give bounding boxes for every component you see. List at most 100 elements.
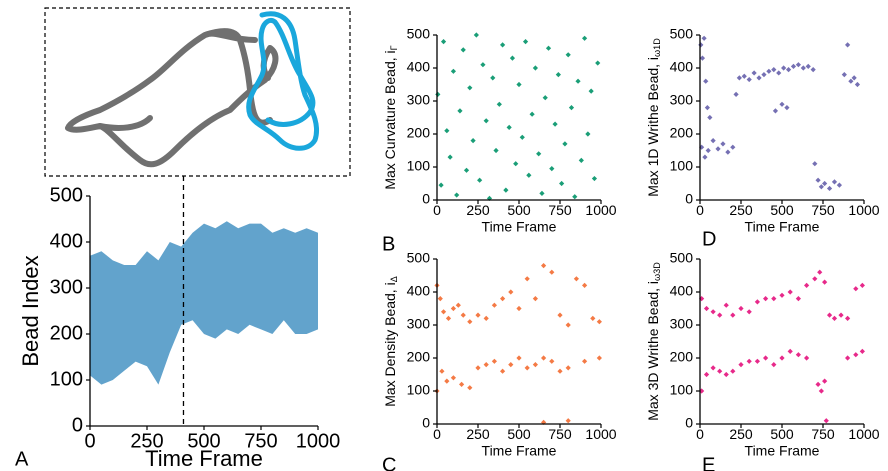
point: [699, 55, 706, 61]
point: [779, 292, 785, 298]
y-tick-label: 100: [407, 158, 431, 174]
point: [826, 312, 833, 318]
y-tick-label: 500: [407, 250, 431, 266]
point: [779, 101, 785, 107]
point: [595, 60, 601, 66]
y-tick-label: 0: [422, 191, 430, 207]
point: [804, 282, 810, 288]
y-tick-label: 400: [670, 283, 694, 299]
point: [450, 68, 456, 74]
point: [831, 179, 838, 185]
point: [524, 365, 530, 371]
x-tick-label: 750: [811, 426, 835, 442]
point: [480, 62, 486, 68]
point: [444, 378, 450, 384]
point: [532, 362, 538, 368]
y-tick-label: 0: [685, 191, 693, 207]
panel-label: E: [702, 454, 715, 471]
point: [565, 418, 571, 424]
x-axis-label: Time Frame: [482, 219, 557, 235]
point: [437, 296, 443, 302]
y-label-subscript: ω3D: [652, 262, 662, 281]
point: [730, 312, 736, 318]
point: [568, 105, 575, 111]
y-tick-label: 500: [407, 26, 431, 42]
y-axis-label: Max Curvature Bead, iΓ: [382, 45, 400, 189]
point: [754, 358, 760, 364]
panel-label: A: [15, 448, 29, 470]
x-tick-label: 750: [811, 202, 835, 218]
point: [585, 131, 591, 137]
point: [467, 85, 473, 91]
point: [848, 78, 854, 84]
point: [475, 312, 481, 318]
point: [549, 269, 555, 275]
point: [519, 134, 525, 140]
x-tick-label: 0: [433, 426, 441, 442]
point: [565, 322, 571, 328]
y-tick-label: 300: [670, 316, 694, 332]
point: [790, 63, 797, 69]
x-tick-label: 250: [729, 426, 753, 442]
x-tick-label: 0: [433, 202, 441, 218]
point: [536, 151, 542, 157]
point: [754, 299, 760, 305]
x-tick-label: 1000: [585, 426, 616, 442]
point: [562, 141, 568, 147]
point: [440, 309, 447, 315]
x-tick-label: 500: [770, 426, 794, 442]
y-tick-label: 0: [685, 415, 693, 431]
point: [836, 182, 842, 188]
x-tick-label: 500: [507, 426, 531, 442]
point: [784, 105, 790, 111]
point: [508, 289, 514, 295]
point: [454, 192, 460, 198]
point: [845, 42, 851, 48]
x-tick-label: 0: [696, 202, 704, 218]
point: [508, 362, 514, 368]
point: [541, 419, 547, 425]
point: [532, 296, 538, 302]
bead-range-area: [90, 221, 318, 385]
point: [805, 63, 811, 69]
point: [730, 144, 736, 150]
point: [756, 75, 762, 81]
point: [818, 388, 824, 394]
point: [785, 67, 792, 73]
y-tick-label: 300: [407, 316, 431, 332]
point: [541, 263, 547, 269]
point: [751, 70, 757, 76]
point: [483, 362, 489, 368]
point: [853, 352, 859, 358]
point: [746, 76, 752, 83]
y-label-subscript: Δ: [389, 276, 399, 282]
point: [736, 75, 742, 81]
x-axis-label: Time Frame: [145, 446, 263, 471]
point: [483, 118, 489, 124]
blue-strand: [246, 11, 320, 151]
point: [463, 167, 470, 173]
point: [715, 146, 721, 152]
y-tick-label: 100: [407, 382, 431, 398]
y-label-text: Bead Index: [18, 255, 43, 366]
point: [545, 45, 552, 51]
y-axis-label: Bead Index: [18, 255, 43, 366]
point: [460, 312, 466, 318]
point: [557, 368, 563, 374]
point: [541, 355, 547, 361]
point: [509, 55, 516, 61]
point: [763, 355, 769, 361]
y-tick-label: 300: [670, 92, 694, 108]
x-tick-label: 1000: [296, 430, 341, 452]
point: [450, 305, 456, 312]
point: [717, 368, 723, 374]
point: [725, 149, 731, 155]
point: [723, 302, 729, 308]
x-tick-label: 750: [244, 430, 277, 452]
point: [475, 365, 481, 371]
point: [859, 348, 865, 354]
point: [841, 72, 847, 78]
y-tick-label: 100: [670, 382, 694, 398]
panel-label: B: [382, 233, 395, 255]
